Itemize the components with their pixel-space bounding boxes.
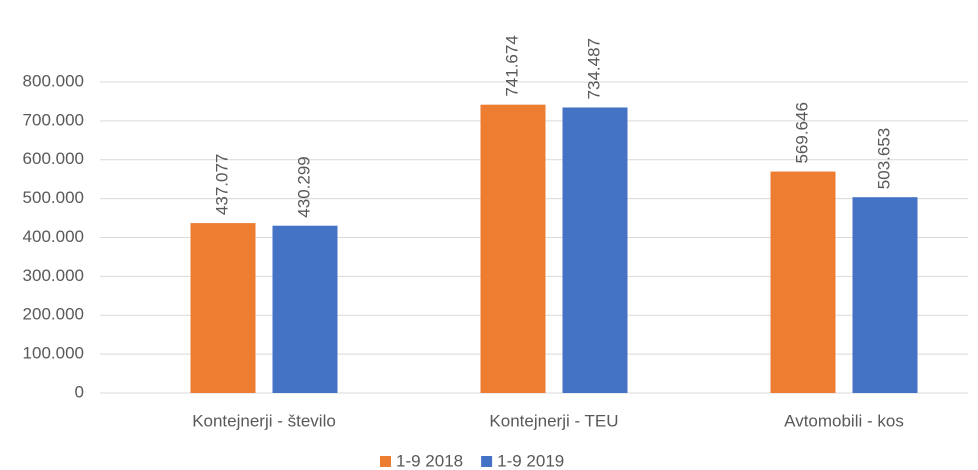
y-tick-label: 800.000 <box>23 71 84 90</box>
y-tick-label: 300.000 <box>23 266 84 285</box>
y-tick-label: 100.000 <box>23 344 84 363</box>
y-tick-label: 0 <box>75 382 84 401</box>
y-tick-label: 500.000 <box>23 188 84 207</box>
bar <box>770 171 836 393</box>
data-label: 569.646 <box>792 102 811 163</box>
y-tick-label: 200.000 <box>23 305 84 324</box>
legend-label: 1-9 2019 <box>497 451 564 470</box>
bar <box>562 107 628 394</box>
legend-swatch <box>481 456 493 467</box>
bar <box>190 223 256 393</box>
legend-swatch <box>380 456 391 467</box>
x-tick-label: Kontejnerji - TEU <box>489 411 618 430</box>
data-label: 734.487 <box>584 38 603 99</box>
y-tick-label: 400.000 <box>23 227 84 246</box>
x-tick-label: Kontejnerji - število <box>192 411 336 430</box>
bar <box>480 104 546 394</box>
data-label: 430.299 <box>294 156 313 217</box>
x-tick-label: Avtomobili - kos <box>784 411 904 430</box>
y-tick-label: 700.000 <box>23 110 84 129</box>
legend-label: 1-9 2018 <box>396 451 463 470</box>
data-label: 503.653 <box>874 128 893 189</box>
data-label: 437.077 <box>212 154 231 215</box>
bar <box>272 225 338 393</box>
bar <box>852 197 918 393</box>
data-label: 741.674 <box>502 35 521 96</box>
y-tick-label: 600.000 <box>23 149 84 168</box>
